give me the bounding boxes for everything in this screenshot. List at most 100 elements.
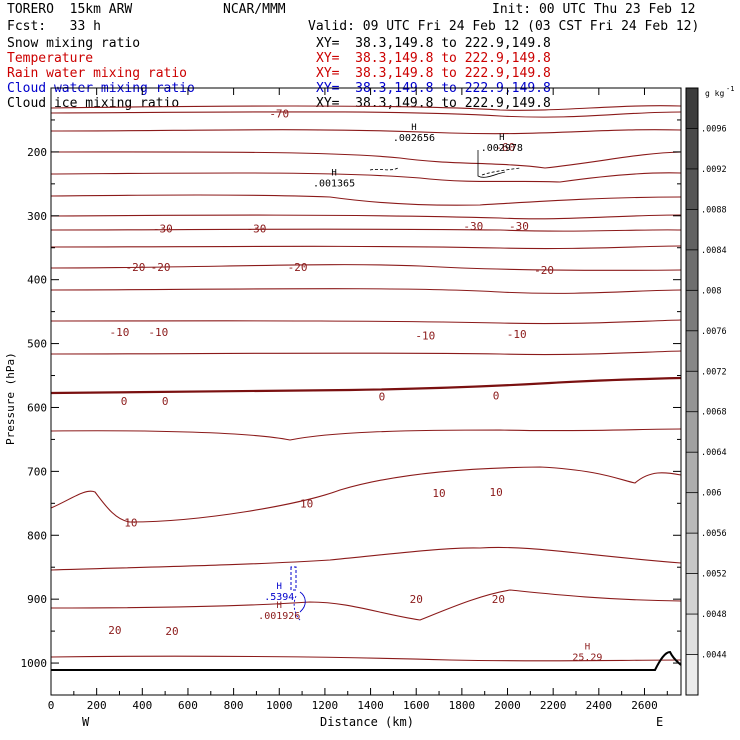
isotherm-14 — [50, 466, 682, 523]
colorbar-segment-13 — [686, 614, 698, 655]
y-tick-label-5: 700 — [27, 465, 47, 478]
x-tick-label-11: 2200 — [540, 699, 567, 712]
field-name-snow: Snow mixing ratio — [7, 36, 141, 51]
forecast-hour: Fcst: 33 h — [7, 19, 101, 34]
colorbar-unit: g kg — [705, 89, 724, 98]
field-name-temperature: Temperature — [7, 51, 94, 66]
temp-label-16: 0 — [379, 391, 386, 404]
high-value-2: .001365 — [313, 179, 355, 190]
high-value-0: .002656 — [393, 133, 435, 144]
colorbar-tick-label-0: .0096 — [701, 124, 727, 134]
isotherm-2 — [50, 129, 682, 135]
colorbar-segment-0 — [686, 88, 698, 129]
ice-contour — [477, 150, 506, 178]
colorbar-tick-label-3: .0084 — [701, 246, 727, 256]
colorbar-tick-label-1: .0092 — [701, 165, 727, 175]
temp-label-9: -20 — [534, 264, 554, 277]
plot-frame — [50, 87, 682, 696]
colorbar-segment-11 — [686, 533, 698, 574]
x-tick-label-2: 400 — [132, 699, 152, 712]
cloud-water-contour-2 — [299, 591, 306, 613]
temp-label-3: -30 — [246, 223, 266, 236]
temp-label-4: -30 — [463, 220, 483, 233]
high-marker-1: H — [499, 133, 504, 143]
colorbar-tick-label-8: .0064 — [701, 448, 727, 458]
colorbar-segment-6 — [686, 330, 698, 372]
y-tick-label-3: 500 — [27, 338, 47, 351]
temp-label-23: 20 — [165, 625, 178, 638]
y-tick-label-2: 400 — [27, 274, 47, 287]
temp-label-0: -70 — [269, 108, 289, 121]
colorbar: .0096 .0092 .0088 .0084 .008 .0076 .0072 .0068.… — [685, 87, 727, 696]
temp-label-21: 10 — [489, 486, 502, 499]
isotherm-8 — [50, 245, 682, 250]
isotherm-11 — [50, 319, 682, 325]
temp-label-25: 20 — [492, 593, 505, 606]
isotherm-0 — [50, 105, 682, 111]
temp-label-24: 20 — [410, 593, 423, 606]
isotherm-5 — [50, 194, 682, 206]
isotherm-3 — [50, 151, 682, 169]
high-value-5: 25.29 — [572, 653, 602, 664]
colorbar-tick-label-10: .0056 — [701, 529, 727, 539]
colorbar-tick-label-9: .006 — [701, 489, 721, 499]
high-marker-5: H — [585, 643, 590, 653]
isotherm-freezing — [50, 376, 682, 395]
temp-label-5: -30 — [509, 220, 529, 233]
x-tick-label-12: 2400 — [586, 699, 613, 712]
west-label: W — [82, 715, 90, 729]
temp-label-20: 10 — [432, 487, 445, 500]
field-xy-temperature: XY= 38.3,149.8 to 222.9,149.8 — [316, 51, 551, 66]
snow-contour — [481, 167, 521, 176]
colorbar-segment-10 — [686, 492, 698, 534]
y-tick-label-0: 200 — [27, 146, 47, 159]
y-tick-label-6: 800 — [27, 529, 47, 542]
isotherm-17 — [50, 655, 682, 662]
isotherm-7 — [50, 228, 682, 232]
temp-label-19: 10 — [300, 497, 313, 510]
cloud-water-contour-3 — [293, 595, 301, 621]
colorbar-tick-label-5: .0076 — [701, 327, 727, 337]
field-name-rain: Rain water mixing ratio — [7, 66, 188, 81]
model-title: TORERO 15km ARW — [7, 2, 133, 17]
x-axis-label: Distance (km) — [320, 715, 414, 729]
y-tick-label-7: 900 — [27, 593, 47, 606]
colorbar-tick-label-13: .0044 — [701, 651, 727, 661]
high-marker-3: H — [277, 582, 282, 592]
colorbar-tick-label-2: .0088 — [701, 205, 727, 215]
colorbar-tick-label-11: .0052 — [701, 570, 727, 580]
y-tick-label-4: 600 — [27, 401, 47, 414]
y-tick-label-1: 300 — [27, 210, 47, 223]
temp-label-2: -30 — [153, 223, 173, 236]
isotherm-12 — [50, 350, 682, 356]
colorbar-segment-9 — [686, 452, 698, 493]
org-label: NCAR/MMM — [223, 2, 286, 17]
temp-label-18: 10 — [124, 516, 137, 529]
field-xy-rain: XY= 38.3,149.8 to 222.9,149.8 — [316, 66, 551, 81]
colorbar-segment-12 — [686, 573, 698, 615]
east-label: E — [656, 715, 663, 729]
temp-label-7: -20 — [151, 261, 171, 274]
temp-label-14: 0 — [121, 395, 128, 408]
high-value-3: .5394 — [264, 592, 294, 603]
temperature-contours — [50, 105, 682, 662]
isotherm-1 — [50, 111, 682, 118]
x-tick-label-1: 200 — [87, 699, 107, 712]
x-tick-label-10: 2000 — [494, 699, 521, 712]
y-tick-label-8: 1000 — [21, 657, 48, 670]
y-axis-label: Pressure (hPa) — [4, 352, 17, 445]
high-value-4: .001926 — [258, 611, 300, 622]
high-marker-0: H — [411, 123, 416, 133]
temp-label-6: -20 — [126, 261, 146, 274]
temp-label-8: -20 — [288, 261, 308, 274]
terrain-line — [51, 650, 682, 671]
ice-contour-2 — [369, 167, 399, 171]
x-tick-label-9: 1800 — [449, 699, 476, 712]
temp-label-17: 0 — [493, 389, 500, 402]
temp-label-13: -10 — [507, 328, 527, 341]
temp-label-11: -10 — [148, 326, 168, 339]
field-xy-snow: XY= 38.3,149.8 to 222.9,149.8 — [316, 36, 551, 51]
colorbar-segment-8 — [686, 411, 698, 453]
temp-label-15: 0 — [162, 395, 169, 408]
